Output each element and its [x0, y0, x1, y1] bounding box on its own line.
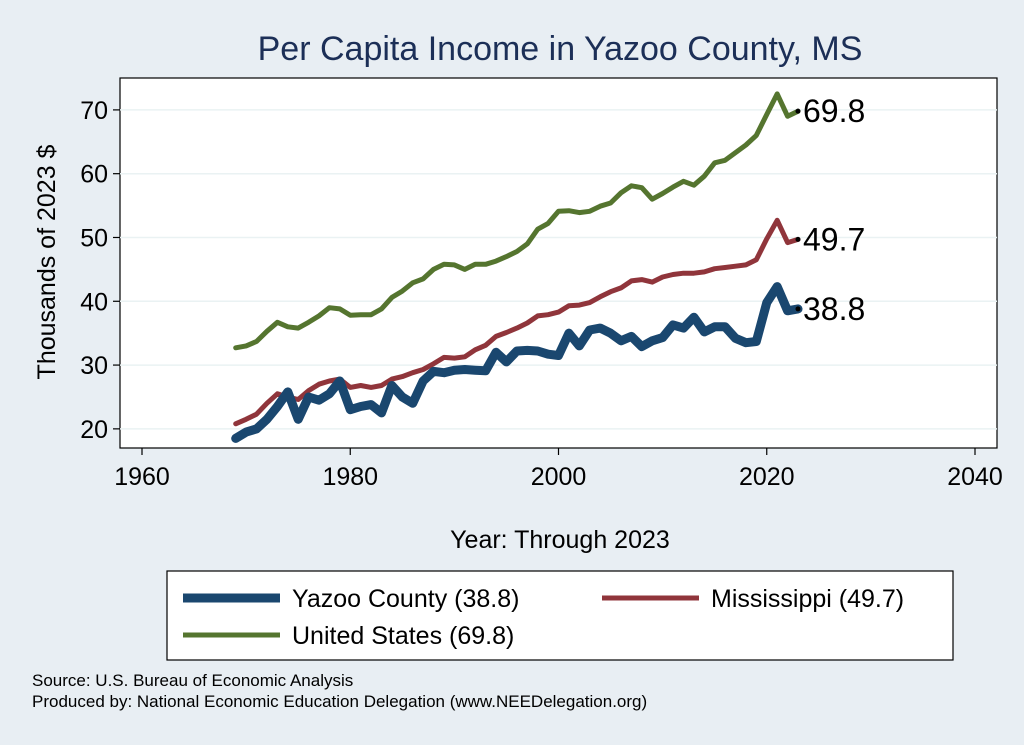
plot-area: [119, 77, 998, 449]
y-axis: 20 30 40 50 60 70: [80, 97, 120, 444]
end-marker: [795, 236, 801, 242]
y-tick-label: 60: [80, 161, 108, 189]
y-axis-title: Thousands of 2023 $: [33, 144, 61, 379]
source-note: Source: U.S. Bureau of Economic Analysis: [32, 671, 354, 690]
x-tick-label: 2040: [947, 463, 1003, 491]
x-axis: 1960 1980 2000 2020 2040: [114, 448, 1003, 491]
end-label: 69.8: [803, 93, 865, 129]
x-axis-title: Year: Through 2023: [450, 526, 670, 554]
x-tick-label: 1960: [114, 463, 170, 491]
x-tick-label: 1980: [322, 463, 378, 491]
end-label: 38.8: [803, 291, 865, 327]
end-labels: 38.8 49.7 69.8: [795, 93, 865, 327]
end-marker: [795, 306, 801, 312]
legend-label: Mississippi (49.7): [711, 585, 904, 613]
gridlines: [120, 109, 997, 430]
legend-label: Yazoo County (38.8): [292, 585, 519, 613]
series-line-0: [231, 282, 803, 443]
legend-label: United States (69.8): [292, 622, 514, 650]
series-lines: [231, 91, 803, 443]
x-tick-label: 2020: [739, 463, 795, 491]
x-tick-label: 2000: [531, 463, 587, 491]
y-tick-label: 20: [80, 416, 108, 444]
produced-by-note: Produced by: National Economic Education…: [32, 692, 648, 711]
end-marker: [795, 108, 801, 114]
series-line-1: [233, 217, 801, 427]
legend: [166, 570, 954, 661]
y-tick-label: 50: [80, 224, 108, 252]
y-tick-label: 70: [80, 97, 108, 125]
y-tick-label: 30: [80, 352, 108, 380]
y-tick-label: 40: [80, 288, 108, 316]
end-label: 49.7: [803, 221, 865, 257]
chart-title: Per Capita Income in Yazoo County, MS: [258, 30, 863, 68]
series-line-2: [233, 91, 801, 351]
legend-items: Yazoo County (38.8) Mississippi (49.7) Uni…: [183, 585, 904, 650]
